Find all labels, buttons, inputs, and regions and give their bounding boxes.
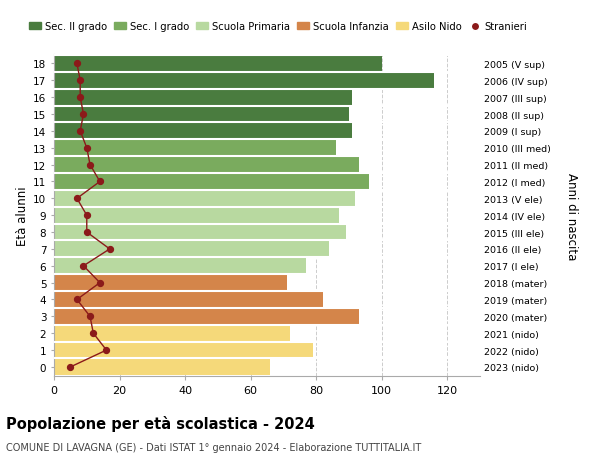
Point (72, 296, 82, 303)
Point (95, 179, 104, 186)
Point (85, 162, 95, 169)
Bar (54, 141, 336, 156)
Bar (54, 73, 434, 89)
Bar (54, 124, 352, 140)
Point (82, 212, 92, 219)
Bar (54, 157, 359, 173)
Point (72, 195, 82, 202)
Bar (54, 225, 346, 241)
Legend: Sec. II grado, Sec. I grado, Scuola Primaria, Scuola Infanzia, Asilo Nido, Stran: Sec. II grado, Sec. I grado, Scuola Prim… (25, 18, 532, 36)
Bar (54, 191, 355, 207)
Point (105, 246, 115, 253)
Bar (54, 208, 339, 224)
Bar (54, 174, 368, 190)
Text: Popolazione per età scolastica - 2024: Popolazione per età scolastica - 2024 (6, 415, 315, 431)
Point (82, 229, 92, 236)
Point (65, 364, 75, 371)
Text: COMUNE DI LAVAGNA (GE) - Dati ISTAT 1° gennaio 2024 - Elaborazione TUTTITALIA.IT: COMUNE DI LAVAGNA (GE) - Dati ISTAT 1° g… (6, 442, 421, 452)
Point (101, 347, 111, 354)
Bar (54, 275, 287, 291)
Bar (54, 326, 290, 341)
Point (76, 78, 85, 85)
Bar (54, 292, 323, 308)
Point (82, 145, 92, 152)
Point (76, 94, 85, 101)
Bar (54, 90, 352, 106)
Bar (54, 258, 307, 274)
Point (95, 280, 104, 287)
Point (79, 263, 88, 270)
Bar (54, 342, 313, 358)
Point (79, 111, 88, 118)
Point (89, 330, 98, 337)
Bar (54, 241, 329, 257)
Bar (54, 107, 349, 123)
Y-axis label: Anni di nascita: Anni di nascita (565, 172, 578, 259)
Bar (54, 56, 382, 72)
Y-axis label: Età alunni: Età alunni (16, 186, 29, 246)
Point (85, 313, 95, 320)
Point (76, 128, 85, 135)
Point (72, 61, 82, 68)
Bar (54, 359, 270, 375)
Bar (54, 309, 359, 325)
